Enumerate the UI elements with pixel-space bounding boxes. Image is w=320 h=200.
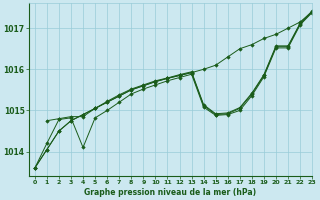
X-axis label: Graphe pression niveau de la mer (hPa): Graphe pression niveau de la mer (hPa) (84, 188, 257, 197)
